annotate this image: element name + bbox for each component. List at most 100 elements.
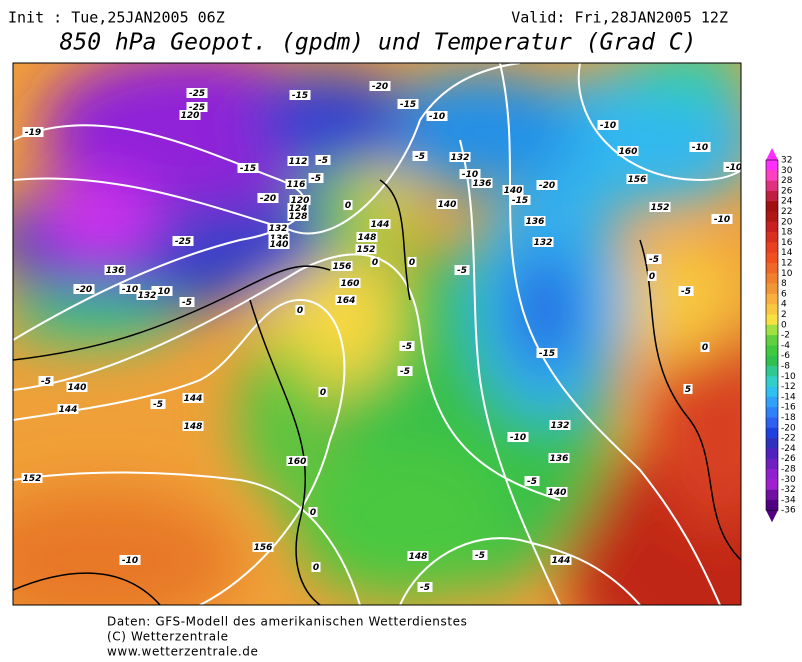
colorbar-label: 26 (781, 186, 793, 196)
map-label: -5 (475, 551, 485, 561)
map-label-box (335, 295, 357, 305)
map-label-box (678, 286, 694, 296)
map-label-box (471, 178, 493, 188)
map-label: 148 (184, 422, 203, 432)
colorbar-label: -20 (781, 423, 796, 433)
map-label-box (426, 111, 448, 121)
map-label-box (289, 90, 311, 100)
map-label: 160 (619, 147, 638, 157)
map-label-box (311, 562, 321, 572)
colorbar-segment (766, 366, 778, 377)
footer-line: www.wetterzentrale.de (107, 645, 259, 659)
colorbar-segment (766, 396, 778, 408)
map-label: -5 (527, 477, 537, 487)
map-label-box (339, 278, 361, 288)
colorbar-segment (766, 324, 778, 336)
map-label: 152 (23, 474, 42, 484)
map-label: -5 (649, 255, 659, 265)
map-label: 128 (289, 212, 308, 222)
colorbar-segment (766, 304, 778, 315)
colorbar-label: 0 (781, 320, 787, 330)
map-label: -10 (122, 285, 138, 295)
map-label: 136 (473, 179, 492, 189)
map-label: 0 (313, 563, 319, 573)
colorbar-segment (766, 293, 778, 305)
map-label: 144 (552, 556, 571, 566)
map-label: -25 (175, 237, 191, 247)
map-label: -5 (318, 156, 328, 166)
map-label: 0 (649, 272, 655, 282)
map-label-box (172, 236, 194, 246)
colorbar-segment (766, 499, 778, 511)
map-label-box (397, 366, 413, 376)
map-label: -5 (415, 152, 425, 162)
colorbar-segment (766, 211, 778, 223)
map-label: -10 (510, 433, 526, 443)
colorbar-segment (766, 448, 778, 459)
colorbar-segment (766, 479, 778, 490)
colorbar-segment (766, 469, 778, 480)
map-label: 156 (628, 175, 647, 185)
map-label-box (318, 387, 328, 397)
map-label: 116 (287, 180, 306, 190)
colorbar-segment (766, 180, 778, 192)
map-label-box (182, 393, 204, 403)
colorbar-label: 14 (781, 248, 793, 258)
map-label-box (524, 216, 546, 226)
map-label: 132 (269, 224, 288, 234)
colorbar-segment (766, 489, 778, 501)
footer: Daten: GFS-Modell des amerikanischen Wet… (107, 615, 467, 659)
map-label: 0 (409, 258, 415, 268)
colorbar-segment (766, 314, 778, 326)
map-label: 136 (106, 266, 125, 276)
map-label-box (21, 473, 43, 483)
map-label: 132 (551, 421, 570, 431)
colorbar-segment (766, 160, 778, 171)
map-label-box (369, 81, 391, 91)
map-label-box (308, 507, 318, 517)
map-label-box (723, 162, 741, 172)
map-label-box (237, 163, 259, 173)
map-label-box (151, 286, 173, 296)
colorbar-label: -10 (781, 372, 796, 382)
colorbar-segment (766, 242, 778, 253)
map-label-box (689, 142, 711, 152)
colorbar-label: -2 (781, 331, 790, 341)
map-label: 144 (371, 220, 390, 230)
map-label: 144 (59, 405, 78, 415)
map-label: -19 (25, 128, 41, 138)
map-label-box (179, 110, 201, 120)
colorbar-label: -34 (781, 495, 796, 505)
colorbar-label: -36 (781, 506, 796, 516)
map-label-box (683, 384, 693, 394)
map-label: -10 (122, 556, 138, 566)
colorbar-label: -4 (781, 341, 790, 351)
map-label: 0 (320, 388, 326, 398)
map-label-box (267, 223, 289, 233)
map-label-box (532, 237, 554, 247)
map-label-box (150, 399, 166, 409)
colorbar-label: 2 (781, 310, 787, 320)
colorbar-label: 6 (781, 289, 787, 299)
map-label-box (186, 88, 208, 98)
map-label: 152 (651, 203, 670, 213)
colorbar-label: -26 (781, 454, 796, 464)
map-label-box (397, 99, 419, 109)
colorbar: 32302826242220181614121086420-2-4-6-8-10… (765, 148, 796, 523)
map-label: 156 (333, 262, 352, 272)
map-label: -5 (153, 400, 163, 410)
map-label-box (104, 265, 126, 275)
colorbar-label: 10 (781, 269, 793, 279)
colorbar-label: 30 (781, 166, 793, 176)
map-label: 0 (310, 508, 316, 518)
colorbar-segment (766, 407, 778, 418)
map-label-box (268, 239, 290, 249)
colorbar-label: -32 (781, 485, 796, 495)
map-label-box (289, 195, 311, 205)
map-label-box (649, 202, 671, 212)
colorbar-label: -30 (781, 475, 796, 485)
colorbar-label: -12 (781, 382, 796, 392)
map-label: -20 (539, 181, 555, 191)
colorbar-label: -28 (781, 465, 796, 475)
colorbar-label: 24 (781, 197, 793, 207)
